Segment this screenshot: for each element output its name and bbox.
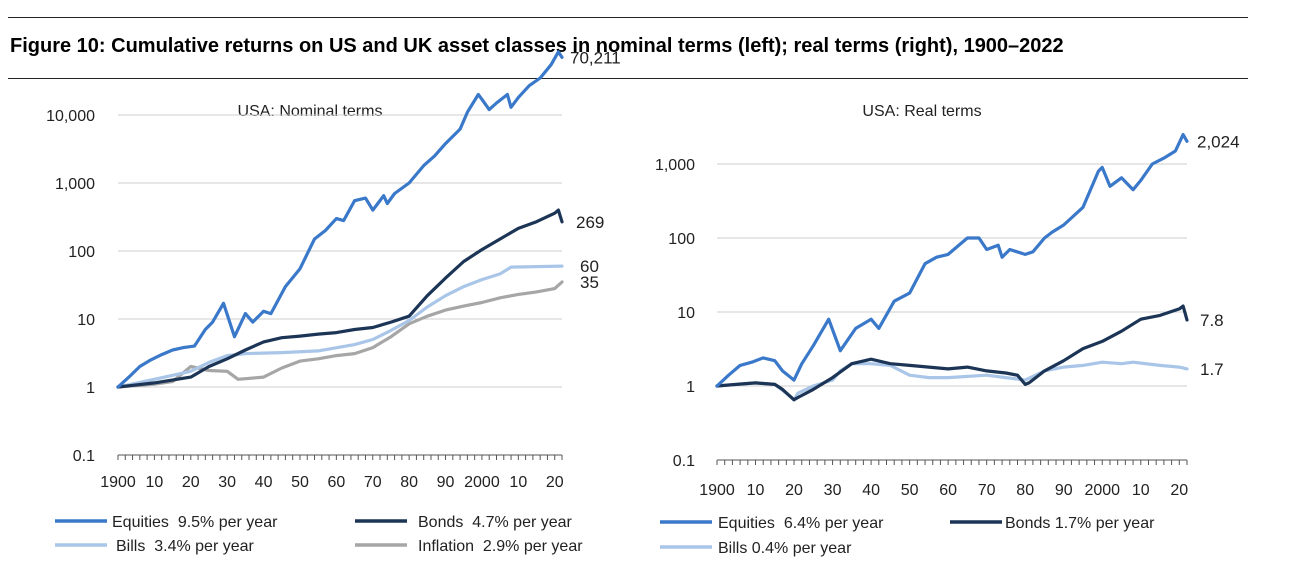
nominal-y-tick-label: 0.1 — [73, 448, 95, 465]
nominal-legend-label: Equities 9.5% per year — [112, 514, 278, 531]
real-legend-label: Bonds 1.7% per year — [1005, 515, 1155, 532]
real-x-tick-label: 1900 — [699, 482, 735, 499]
nominal-x-tick-label: 10 — [509, 474, 527, 491]
real-x-tick-label: 10 — [747, 482, 765, 499]
nominal-x-tick-label: 40 — [255, 474, 273, 491]
real-end-label: 7.8 — [1200, 311, 1224, 330]
nominal-y-tick-label: 1 — [86, 380, 95, 397]
nominal-series-line — [116, 264, 564, 389]
real-x-tick-label: 40 — [862, 482, 880, 499]
nominal-x-tick-label: 2000 — [464, 474, 500, 491]
nominal-y-tick-label: 100 — [68, 244, 95, 261]
nominal-y-tick-label: 1,000 — [55, 176, 95, 193]
nominal-series-line — [116, 280, 564, 389]
real-y-tick-label: 1 — [686, 379, 695, 396]
real-x-tick-label: 10 — [1132, 482, 1150, 499]
nominal-x-tick-label: 90 — [437, 474, 455, 491]
figure-title: Figure 10: Cumulative returns on US and … — [10, 35, 1064, 57]
real-legend-label: Bills 0.4% per year — [718, 540, 852, 557]
real-y-tick-label: 10 — [677, 305, 695, 322]
nominal-end-label: 60 — [580, 257, 599, 276]
nominal-x-tick-label: 30 — [218, 474, 236, 491]
real-x-tick-label: 50 — [901, 482, 919, 499]
title-rule — [8, 78, 1248, 79]
nominal-series-line — [116, 50, 564, 389]
nominal-legend-label: Bonds 4.7% per year — [418, 514, 573, 531]
real-panel-title: USA: Real terms — [862, 103, 981, 120]
nominal-series-line — [116, 208, 564, 389]
nominal-y-tick-label: 10 — [77, 312, 95, 329]
real-series-line — [715, 133, 1189, 388]
real-x-tick-label: 80 — [1016, 482, 1034, 499]
nominal-x-tick-label: 70 — [364, 474, 382, 491]
nominal-x-tick-label: 1900 — [100, 474, 136, 491]
real-series-line — [715, 304, 1189, 402]
nominal-y-tick-label: 10,000 — [46, 108, 95, 125]
real-end-label: 2,024 — [1197, 132, 1240, 151]
nominal-end-label: 35 — [580, 273, 599, 292]
nominal-end-label: 269 — [576, 213, 604, 232]
top-rule — [8, 17, 1248, 18]
real-y-tick-label: 100 — [668, 231, 695, 248]
real-x-tick-label: 20 — [785, 482, 803, 499]
nominal-legend-label: Inflation 2.9% per year — [418, 538, 583, 555]
real-x-tick-label: 20 — [1170, 482, 1188, 499]
nominal-x-tick-label: 10 — [145, 474, 163, 491]
nominal-x-tick-label: 20 — [546, 474, 564, 491]
real-x-tick-label: 90 — [1055, 482, 1073, 499]
real-end-label: 1.7 — [1200, 360, 1224, 379]
nominal-x-tick-label: 80 — [400, 474, 418, 491]
real-x-tick-label: 70 — [978, 482, 996, 499]
real-x-tick-label: 60 — [939, 482, 957, 499]
nominal-legend-label: Bills 3.4% per year — [116, 538, 255, 555]
nominal-x-tick-label: 20 — [182, 474, 200, 491]
real-x-tick-label: 2000 — [1084, 482, 1120, 499]
real-x-tick-label: 30 — [824, 482, 842, 499]
nominal-panel-title: USA: Nominal terms — [238, 103, 383, 120]
nominal-end-label: 70,211 — [570, 48, 621, 67]
real-y-tick-label: 0.1 — [673, 453, 695, 470]
nominal-x-tick-label: 60 — [327, 474, 345, 491]
real-legend-label: Equities 6.4% per year — [718, 515, 884, 532]
nominal-chart: USA: Nominal terms 0.1 1 10 100 1,000 10,000 19… — [46, 48, 621, 555]
real-y-tick-label: 1,000 — [655, 157, 695, 174]
nominal-x-tick-label: 50 — [291, 474, 309, 491]
